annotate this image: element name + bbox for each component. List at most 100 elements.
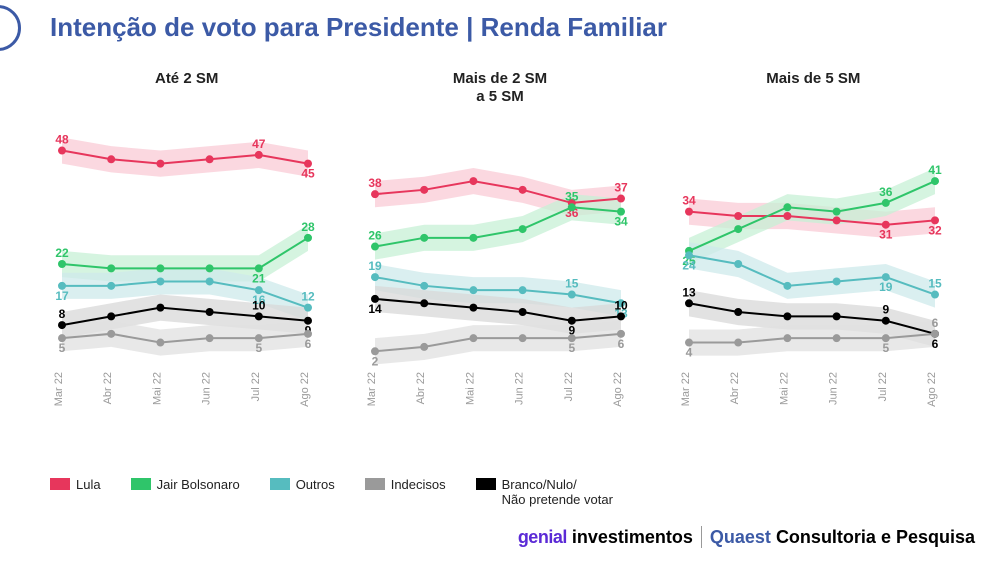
x-axis-label: Abr 22	[729, 372, 741, 404]
charts-row: Até 2 SM4847452221281716128109556Mar 22A…	[40, 70, 960, 430]
series-marker-lula	[156, 160, 164, 168]
series-marker-indecisos	[421, 343, 429, 351]
series-marker-branco	[617, 312, 625, 320]
series-band-indecisos	[375, 321, 621, 365]
logo-genial: genial investimentos	[518, 527, 693, 548]
series-marker-lula	[470, 177, 478, 185]
point-label-lula: 47	[252, 137, 266, 151]
series-marker-indecisos	[734, 339, 742, 347]
series-marker-lula	[107, 155, 115, 163]
plot-area: 4847452221281716128109556Mar 22Abr 22Mai…	[40, 110, 333, 430]
legend-label: Indecisos	[391, 477, 446, 493]
series-marker-branco	[881, 317, 889, 325]
series-marker-branco	[421, 299, 429, 307]
series-marker-bolsonaro	[568, 203, 576, 211]
legend-label: Outros	[296, 477, 335, 493]
point-label-bolsonaro: 36	[879, 185, 893, 199]
series-marker-outros	[519, 286, 527, 294]
logo-quaest: Quaest Consultoria e Pesquisa	[710, 527, 975, 548]
point-label-indecisos: 5	[255, 341, 262, 355]
point-label-bolsonaro: 26	[369, 229, 383, 243]
legend-item-lula: Lula	[50, 477, 101, 493]
series-marker-indecisos	[107, 330, 115, 338]
point-label-bolsonaro: 28	[301, 220, 315, 234]
series-marker-branco	[783, 312, 791, 320]
point-label-outros: 12	[301, 290, 315, 304]
x-axis-label: Jun 22	[201, 372, 213, 405]
series-marker-branco	[206, 308, 214, 316]
series-marker-lula	[783, 212, 791, 220]
legend-label: Jair Bolsonaro	[157, 477, 240, 493]
point-label-branco: 10	[252, 298, 266, 312]
point-label-lula: 48	[55, 133, 69, 147]
point-label-indecisos: 5	[569, 341, 576, 355]
legend-label: Lula	[76, 477, 101, 493]
logo-separator	[701, 526, 702, 548]
x-axis-label: Mai 22	[465, 372, 477, 405]
point-label-outros: 24	[682, 258, 696, 272]
series-marker-outros	[734, 260, 742, 268]
series-marker-outros	[304, 304, 312, 312]
logos: genial investimentos Quaest Consultoria …	[518, 526, 975, 548]
series-marker-branco	[519, 308, 527, 316]
x-axis-label: Mar 22	[53, 372, 65, 406]
legend-item-branco: Branco/Nulo/ Não pretende votar	[476, 477, 613, 508]
point-label-indecisos: 5	[882, 341, 889, 355]
point-label-indecisos: 6	[931, 316, 938, 330]
series-marker-branco	[470, 304, 478, 312]
point-label-indecisos: 2	[372, 354, 379, 368]
series-marker-bolsonaro	[107, 264, 115, 272]
x-axis-label: Ago 22	[612, 372, 624, 407]
series-marker-branco	[685, 299, 693, 307]
chart-panel: Mais de 2 SM a 5 SM383637263534191513149…	[353, 70, 646, 430]
series-marker-branco	[156, 304, 164, 312]
series-marker-outros	[470, 286, 478, 294]
x-axis-label: Ago 22	[299, 372, 311, 407]
legend-item-indecisos: Indecisos	[365, 477, 446, 493]
series-marker-branco	[832, 312, 840, 320]
series-marker-outros	[156, 277, 164, 285]
series-band-indecisos	[62, 321, 308, 356]
series-marker-lula	[58, 147, 66, 155]
series-marker-outros	[206, 277, 214, 285]
series-marker-indecisos	[832, 334, 840, 342]
series-marker-bolsonaro	[881, 199, 889, 207]
series-marker-indecisos	[206, 334, 214, 342]
point-label-bolsonaro: 22	[55, 246, 69, 260]
series-marker-indecisos	[156, 339, 164, 347]
x-axis-label: Jul 22	[876, 372, 888, 401]
series-marker-outros	[107, 282, 115, 290]
series-marker-bolsonaro	[156, 264, 164, 272]
legend-item-outros: Outros	[270, 477, 335, 493]
series-marker-outros	[931, 291, 939, 299]
point-label-bolsonaro: 34	[615, 215, 629, 229]
point-label-outros: 15	[565, 277, 579, 291]
series-marker-indecisos	[931, 330, 939, 338]
x-axis-label: Ago 22	[926, 372, 938, 407]
point-label-indecisos: 6	[618, 337, 625, 351]
point-label-lula: 38	[369, 176, 383, 190]
series-marker-outros	[421, 282, 429, 290]
legend: Lula Jair Bolsonaro Outros Indecisos Branco/…	[50, 477, 613, 508]
series-marker-lula	[685, 208, 693, 216]
point-label-indecisos: 6	[305, 337, 312, 351]
series-marker-branco	[734, 308, 742, 316]
point-label-outros: 15	[928, 277, 942, 291]
series-marker-lula	[832, 216, 840, 224]
x-axis-label: Jun 22	[827, 372, 839, 405]
series-marker-lula	[617, 195, 625, 203]
x-axis-label: Mai 22	[151, 372, 163, 405]
x-axis-label: Jul 22	[563, 372, 575, 401]
legend-swatch	[476, 478, 496, 490]
point-label-outros: 17	[55, 289, 69, 303]
series-marker-bolsonaro	[421, 234, 429, 242]
plot-area: 38363726353419151314910256Mar 22Abr 22Ma…	[353, 110, 646, 430]
point-label-outros: 19	[879, 280, 893, 294]
point-label-branco: 13	[682, 285, 696, 299]
point-label-bolsonaro: 35	[565, 189, 579, 203]
series-marker-bolsonaro	[470, 234, 478, 242]
legend-swatch	[365, 478, 385, 490]
series-marker-bolsonaro	[832, 208, 840, 216]
plot-area: 3431322536412419151396456Mar 22Abr 22Mai…	[667, 110, 960, 430]
series-marker-lula	[734, 212, 742, 220]
